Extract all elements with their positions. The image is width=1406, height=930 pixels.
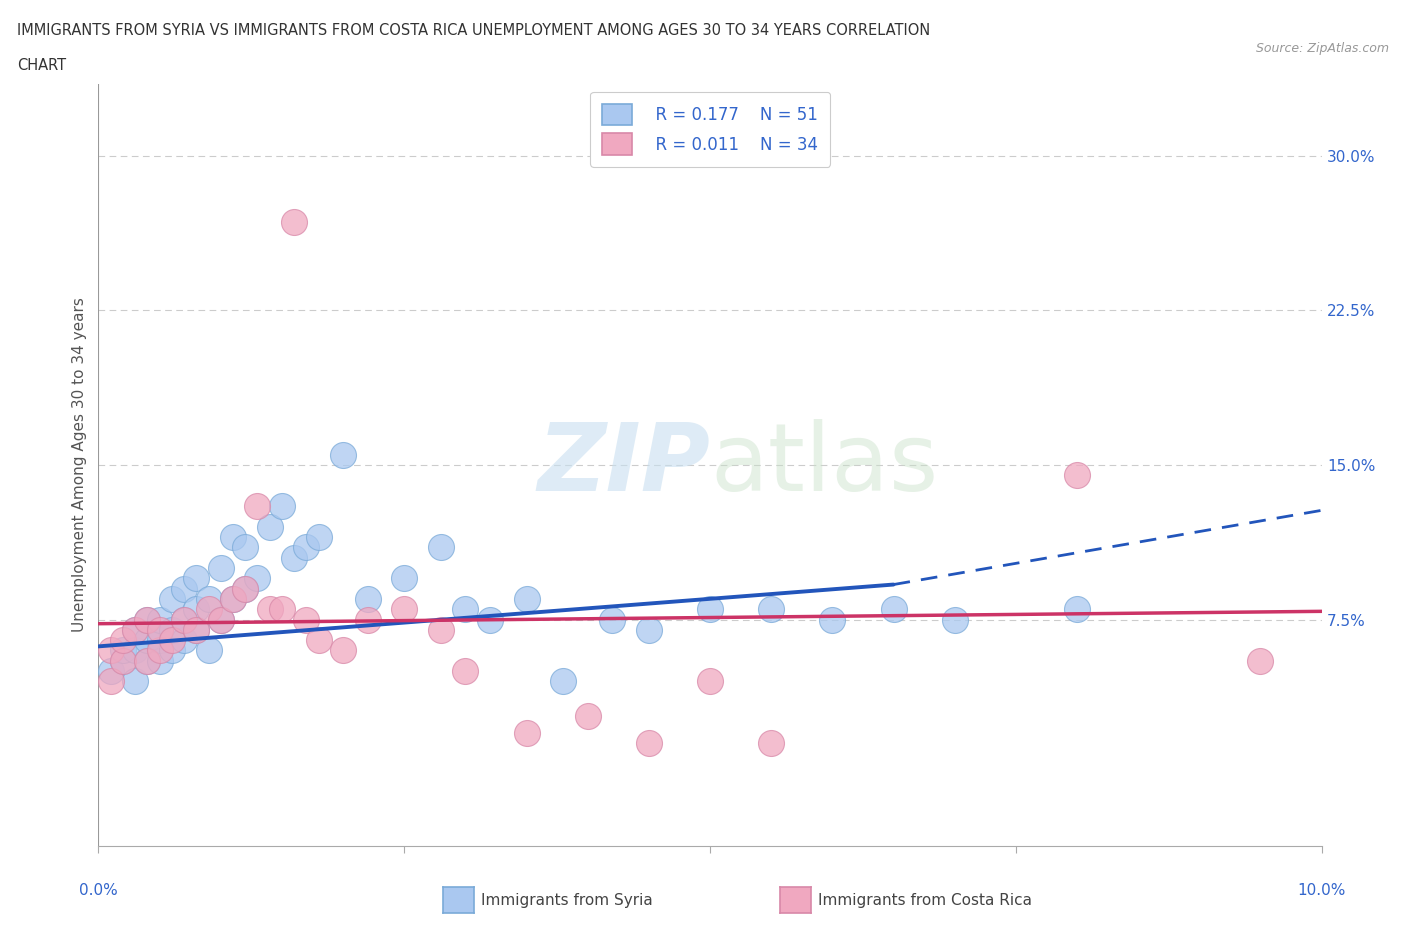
Point	[111, 643, 134, 658]
Point	[173, 612, 195, 627]
Point	[100, 643, 122, 658]
Point	[209, 612, 232, 627]
Point	[295, 612, 318, 627]
Point	[111, 654, 134, 669]
Point	[332, 447, 354, 462]
Point	[209, 612, 232, 627]
Point	[553, 674, 575, 689]
Point	[149, 612, 172, 627]
Point	[821, 612, 844, 627]
Point	[173, 581, 195, 596]
Text: atlas: atlas	[710, 419, 938, 511]
Point	[308, 632, 330, 647]
Point	[759, 602, 782, 617]
Point	[392, 571, 416, 586]
Point	[283, 551, 305, 565]
Point	[197, 643, 219, 658]
Text: Source: ZipAtlas.com: Source: ZipAtlas.com	[1256, 42, 1389, 55]
Text: CHART: CHART	[17, 58, 66, 73]
Point	[699, 602, 721, 617]
Point	[160, 622, 183, 637]
Point	[259, 602, 281, 617]
Point	[209, 561, 232, 576]
Point	[173, 612, 195, 627]
Text: 10.0%: 10.0%	[1298, 884, 1346, 898]
Point	[356, 612, 378, 627]
Point	[111, 654, 134, 669]
Point	[160, 632, 183, 647]
Point	[478, 612, 501, 627]
Point	[222, 591, 245, 606]
Point	[637, 622, 661, 637]
Point	[576, 709, 599, 724]
Point	[943, 612, 966, 627]
Point	[136, 612, 159, 627]
Point	[246, 498, 269, 513]
Point	[637, 736, 661, 751]
Point	[516, 725, 538, 740]
Point	[111, 632, 134, 647]
Point	[233, 581, 256, 596]
Point	[246, 571, 269, 586]
Point	[124, 622, 146, 637]
Point	[222, 591, 245, 606]
Point	[124, 622, 146, 637]
Point	[222, 530, 245, 545]
Point	[759, 736, 782, 751]
Point	[197, 591, 219, 606]
Point	[1066, 468, 1088, 483]
Point	[173, 632, 195, 647]
Point	[699, 674, 721, 689]
Point	[160, 643, 183, 658]
Point	[392, 602, 416, 617]
Point	[259, 519, 281, 534]
Text: ZIP: ZIP	[537, 419, 710, 511]
Point	[100, 674, 122, 689]
Point	[186, 571, 208, 586]
Point	[149, 654, 172, 669]
Point	[136, 612, 159, 627]
Point	[186, 602, 208, 617]
Point	[124, 643, 146, 658]
Point	[1066, 602, 1088, 617]
Legend:   R = 0.177    N = 51,   R = 0.011    N = 34: R = 0.177 N = 51, R = 0.011 N = 34	[591, 92, 830, 166]
Point	[136, 654, 159, 669]
Point	[600, 612, 623, 627]
Point	[270, 602, 292, 617]
Point	[149, 622, 172, 637]
Text: 0.0%: 0.0%	[79, 884, 118, 898]
Point	[283, 214, 305, 229]
Point	[430, 622, 453, 637]
Point	[160, 591, 183, 606]
Point	[149, 643, 172, 658]
Y-axis label: Unemployment Among Ages 30 to 34 years: Unemployment Among Ages 30 to 34 years	[72, 298, 87, 632]
Text: IMMIGRANTS FROM SYRIA VS IMMIGRANTS FROM COSTA RICA UNEMPLOYMENT AMONG AGES 30 T: IMMIGRANTS FROM SYRIA VS IMMIGRANTS FROM…	[17, 23, 931, 38]
Point	[186, 622, 208, 637]
Text: Immigrants from Syria: Immigrants from Syria	[481, 893, 652, 908]
Point	[233, 540, 256, 555]
Point	[136, 632, 159, 647]
Point	[270, 498, 292, 513]
Point	[233, 581, 256, 596]
Point	[454, 602, 477, 617]
Point	[516, 591, 538, 606]
Point	[332, 643, 354, 658]
Point	[186, 622, 208, 637]
Point	[124, 674, 146, 689]
Point	[1249, 654, 1271, 669]
Point	[308, 530, 330, 545]
Point	[100, 664, 122, 679]
Point	[883, 602, 905, 617]
Point	[149, 632, 172, 647]
Point	[295, 540, 318, 555]
Point	[136, 654, 159, 669]
Point	[356, 591, 378, 606]
Text: Immigrants from Costa Rica: Immigrants from Costa Rica	[818, 893, 1032, 908]
Point	[197, 602, 219, 617]
Point	[430, 540, 453, 555]
Point	[454, 664, 477, 679]
